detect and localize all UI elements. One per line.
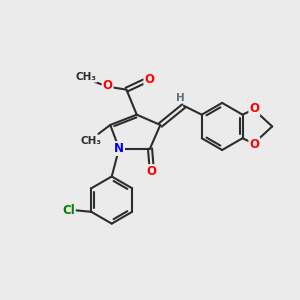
Text: O: O (249, 138, 259, 151)
Text: O: O (144, 74, 154, 86)
Text: CH₃: CH₃ (81, 136, 102, 146)
Text: CH₃: CH₃ (76, 72, 97, 82)
Text: H: H (176, 93, 185, 103)
Text: O: O (146, 165, 157, 178)
Text: Cl: Cl (62, 204, 75, 217)
Text: N: N (114, 142, 124, 155)
Text: O: O (249, 102, 259, 115)
Text: O: O (103, 79, 112, 92)
